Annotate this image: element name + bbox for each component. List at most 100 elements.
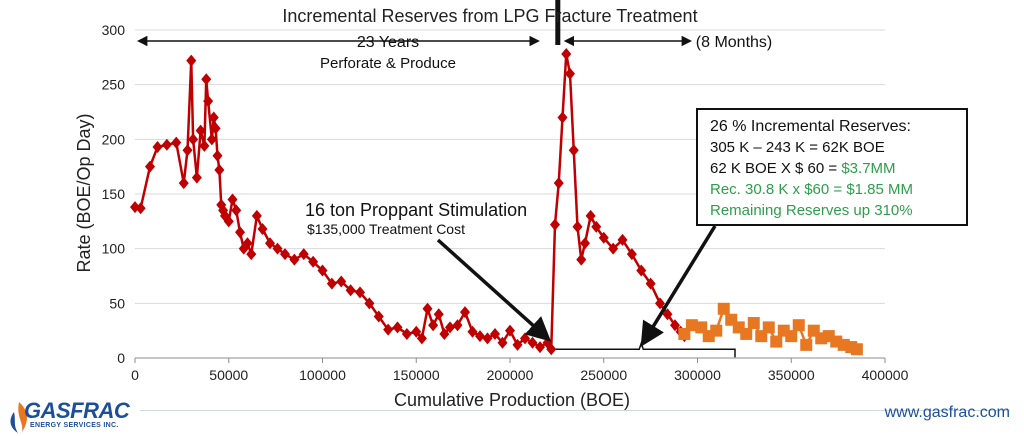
series-1-point: [717, 302, 730, 315]
series-0-point: [201, 73, 212, 86]
x-axis-title: Cumulative Production (BOE): [394, 390, 630, 410]
axes: [134, 357, 886, 363]
series-1-point: [762, 321, 775, 334]
series-marks: [130, 48, 863, 356]
series-0-point: [317, 264, 328, 277]
series-0-point: [505, 324, 515, 337]
info-box-title: 26 % Incremental Reserves:: [710, 118, 911, 135]
y-tick-150: 150: [102, 186, 126, 202]
series-0-point: [242, 237, 253, 250]
y-tick-0: 0: [117, 350, 125, 366]
span-left-label: 23 Years: [357, 34, 419, 51]
incremental-reserves-box: 26 % Incremental Reserves: 305 K – 243 K…: [696, 108, 968, 226]
series-0-point: [565, 67, 575, 80]
x-tick-200000: 200000: [487, 367, 534, 383]
website-link[interactable]: www.gasfrac.com: [884, 404, 1010, 421]
series-0-point: [135, 202, 146, 215]
y-tick-50: 50: [109, 295, 125, 311]
stimulation-cost: $135,000 Treatment Cost: [307, 221, 465, 237]
series-0-point: [265, 237, 275, 250]
y-axis-title: Rate (BOE/Op Day): [74, 113, 94, 272]
info-box-line4: Remaining Reserves up 310%: [710, 202, 913, 219]
x-tick-400000: 400000: [862, 367, 909, 383]
series-0-point: [231, 204, 242, 217]
series-0-point: [617, 233, 628, 246]
series-0-point: [662, 308, 673, 321]
series-0-point: [401, 327, 412, 340]
x-tick-0: 0: [131, 367, 139, 383]
series-0-point: [490, 327, 500, 340]
series-0-point: [289, 253, 300, 266]
series-0-point: [210, 122, 221, 135]
series-0-point: [272, 242, 283, 255]
footer-divider: [140, 410, 1010, 411]
span-left-sublabel: Perforate & Produce: [320, 55, 456, 72]
series-0-point: [161, 138, 172, 151]
series-0-point: [355, 286, 365, 299]
series-0-point: [364, 297, 375, 310]
series-0-point: [188, 133, 199, 146]
series-0-point: [467, 325, 478, 338]
series-0-point: [608, 242, 619, 255]
series-0-point: [235, 226, 245, 239]
series-0-point: [585, 209, 596, 222]
x-tick-50000: 50000: [209, 367, 248, 383]
x-tick-150000: 150000: [393, 367, 440, 383]
company-logo: GASFRAC ENERGY SERVICES INC.: [4, 398, 134, 436]
x-tick-100000: 100000: [299, 367, 346, 383]
series-1-point: [792, 319, 805, 332]
series-0-point: [257, 222, 268, 235]
series-1-point: [710, 324, 723, 337]
series-0-point: [561, 48, 572, 61]
series-1-point: [770, 335, 783, 348]
stimulation-title: 16 ton Proppant Stimulation: [305, 200, 527, 220]
series-1-point: [800, 338, 813, 351]
series-0-point: [208, 111, 219, 124]
logo-wordmark: GASFRAC: [24, 398, 130, 423]
series-0-point: [336, 275, 347, 288]
series-0-point: [557, 111, 568, 124]
series-0-point: [203, 95, 214, 108]
y-tick-300: 300: [102, 22, 126, 38]
series-0-point: [191, 171, 202, 184]
series-1-point: [685, 319, 698, 332]
series-0-point: [445, 321, 455, 334]
grid-lines: [135, 29, 885, 304]
series-0-point: [298, 248, 309, 261]
series-0-point: [171, 136, 182, 149]
series-0-point: [326, 277, 337, 290]
info-box-arrow: [640, 225, 717, 347]
series-0-point: [580, 237, 590, 250]
info-box-line1: 305 K – 243 K = 62K BOE: [710, 139, 885, 156]
series-0-point: [670, 319, 680, 332]
x-tick-250000: 250000: [580, 367, 627, 383]
series-0-point: [591, 220, 602, 233]
series-0-point: [246, 248, 257, 261]
series-0-point: [428, 319, 439, 332]
series-0-point: [626, 248, 637, 261]
series-0-point: [422, 302, 433, 315]
stimulation-arrow: [436, 238, 552, 342]
series-0-point: [460, 306, 470, 319]
series-0-point: [186, 54, 197, 67]
series-0-point: [251, 209, 262, 222]
series-0-point: [345, 284, 356, 297]
series-0-point: [195, 124, 206, 137]
series-0-point: [178, 177, 189, 190]
series-0-point: [392, 321, 403, 334]
series-0-point: [645, 277, 656, 290]
info-box-line2-prefix: 62 K BOE X $ 60 =: [710, 160, 838, 177]
series-0-point: [576, 253, 587, 266]
flame-icon: [10, 402, 28, 433]
series-0-point: [214, 163, 225, 176]
logo-subtitle: ENERGY SERVICES INC.: [30, 422, 119, 429]
y-tick-200: 200: [102, 131, 126, 147]
series-1-point: [785, 330, 798, 343]
info-box-line2: 62 K BOE X $ 60 = $3.7MM: [710, 158, 956, 179]
series-1-point: [850, 343, 863, 356]
series-0-point: [512, 338, 523, 351]
x-tick-350000: 350000: [768, 367, 815, 383]
series-0-point: [411, 325, 422, 338]
series-0-point: [546, 343, 557, 356]
